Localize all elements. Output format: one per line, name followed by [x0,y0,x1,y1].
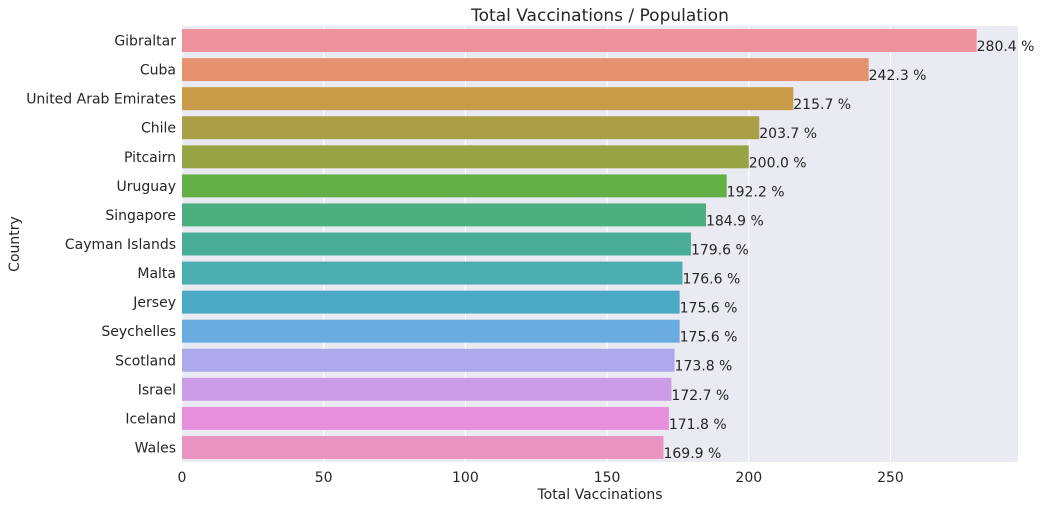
x-tick-label: 0 [178,470,187,486]
y-tick-label: Chile [141,121,176,137]
bar-data-label: 175.6 % [680,330,738,346]
y-tick-label: Wales [135,440,176,456]
bar [182,58,869,82]
x-tick-label: 200 [735,470,762,486]
bar-data-label: 169.9 % [663,446,721,462]
bar-data-label: 184.9 % [706,213,764,229]
x-tick-label: 150 [594,470,621,486]
data-label-layer: 280.4 % 242.3 % 215.7 % 203.7 % 200.0 % 192.2… [663,39,1034,462]
bar-data-label: 242.3 % [869,68,927,84]
x-tick-label: 250 [877,470,904,486]
y-tick-label: Jersey [132,295,176,311]
bar [182,174,727,198]
y-tick-label: United Arab Emirates [26,92,176,108]
y-tick-label: Iceland [125,411,176,427]
y-tick-label: Singapore [105,208,176,224]
bar-data-label: 176.6 % [682,272,740,288]
y-tick-label: Pitcairn [124,150,176,166]
x-axis-tick-labels: 0 50 100 150 200 250 [178,470,904,486]
bar-data-label: 215.7 % [793,97,851,113]
bar [182,232,691,256]
bar-data-label: 172.7 % [671,388,729,404]
x-axis-label: Total Vaccinations [536,487,662,503]
y-tick-label: Israel [138,382,176,398]
bar [182,145,749,169]
bar-data-label: 175.6 % [680,301,738,317]
bar [182,29,977,53]
y-tick-label: Uruguay [117,179,177,195]
y-tick-label: Cayman Islands [65,237,176,253]
bars-layer [182,29,977,459]
y-axis-tick-labels: Gibraltar Cuba United Arab Emirates Chile Pi… [26,34,176,457]
bar-data-label: 203.7 % [759,126,817,142]
y-tick-label: Seychelles [101,324,176,340]
bar [182,87,794,111]
bar-data-label: 280.4 % [977,39,1035,55]
bar-data-label: 200.0 % [749,155,807,171]
y-tick-label: Cuba [140,63,176,79]
bar [182,319,680,343]
bar [182,435,664,459]
y-axis-label: Country [7,216,23,272]
bar [182,203,706,227]
x-tick-label: 50 [315,470,333,486]
x-tick-label: 100 [452,470,479,486]
bar [182,406,669,430]
y-tick-label: Scotland [115,353,176,369]
bar-data-label: 192.2 % [727,184,785,200]
y-tick-label: Gibraltar [114,34,176,50]
chart-title: Total Vaccinations / Population [470,6,729,26]
bar [182,261,683,285]
bar-data-label: 173.8 % [675,359,733,375]
y-tick-label: Malta [137,266,176,282]
bar [182,116,760,140]
bar-data-label: 171.8 % [669,417,727,433]
bar-data-label: 179.6 % [691,242,749,258]
bar [182,348,675,372]
bar [182,377,672,401]
bar [182,290,680,314]
